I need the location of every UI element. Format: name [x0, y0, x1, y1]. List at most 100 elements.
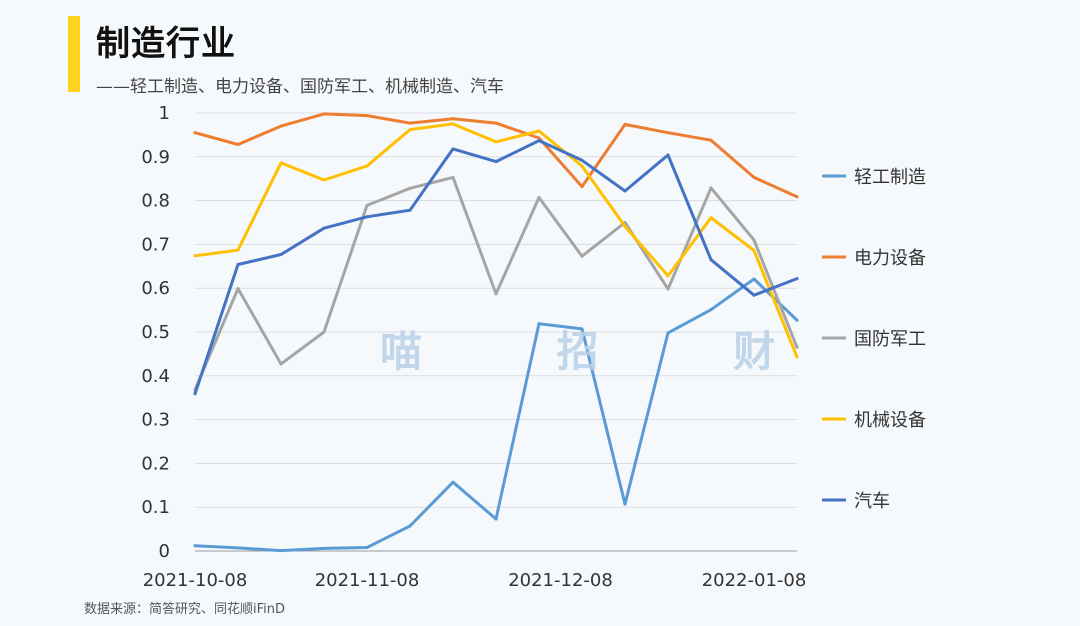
data-point [494, 121, 498, 125]
y-tick-label: 0.8 [141, 191, 170, 212]
x-tick-label: 2021-10-08 [143, 570, 248, 591]
data-point [623, 502, 627, 506]
legend-label: 国防军工 [854, 329, 926, 350]
data-point [580, 158, 584, 162]
data-point [795, 318, 799, 322]
data-point [666, 131, 670, 135]
data-point [623, 224, 627, 228]
data-point [580, 185, 584, 189]
y-tick-label: 0.4 [141, 366, 170, 387]
data-point [752, 238, 756, 242]
data-point [537, 136, 541, 140]
data-point [709, 216, 713, 220]
data-point [365, 545, 369, 549]
data-point [236, 143, 240, 147]
y-tick-label: 0 [159, 541, 170, 562]
data-point [494, 517, 498, 521]
data-point [322, 178, 326, 182]
data-point [795, 277, 799, 281]
data-point [322, 112, 326, 116]
data-point [193, 544, 197, 548]
data-point [365, 164, 369, 168]
data-point [537, 139, 541, 143]
data-point [795, 345, 799, 349]
data-point [580, 254, 584, 258]
page-subtitle: ——轻工制造、电力设备、国防军工、机械制造、汽车 [96, 77, 504, 97]
data-point [537, 322, 541, 326]
series-line [193, 112, 799, 199]
data-point [752, 277, 756, 281]
data-point [279, 362, 283, 366]
data-point [752, 249, 756, 253]
data-point [279, 161, 283, 165]
data-point [236, 248, 240, 252]
y-tick-label: 0.6 [141, 278, 170, 299]
data-point [451, 175, 455, 179]
data-point [494, 160, 498, 164]
data-point [623, 189, 627, 193]
data-point [365, 215, 369, 219]
data-point [408, 128, 412, 132]
watermark-text: 喵 招 财 [380, 327, 836, 376]
legend-label: 电力设备 [854, 248, 926, 269]
data-point [322, 226, 326, 230]
data-point [408, 186, 412, 190]
data-point [365, 203, 369, 207]
data-point [279, 549, 283, 553]
data-point [494, 292, 498, 296]
legend-label: 轻工制造 [854, 167, 926, 188]
data-source-note: 数据来源：简答研究、同花顺iFinD [84, 602, 286, 617]
data-point [279, 252, 283, 256]
data-point [752, 175, 756, 179]
y-tick-label: 0.2 [141, 453, 170, 474]
data-point [451, 117, 455, 121]
y-tick-label: 1 [159, 103, 170, 124]
data-point [451, 122, 455, 126]
data-point [193, 131, 197, 135]
data-point [365, 114, 369, 118]
data-point [236, 287, 240, 291]
data-point [408, 121, 412, 125]
data-point [236, 546, 240, 550]
data-point [709, 186, 713, 190]
y-tick-label: 0.9 [141, 147, 170, 168]
data-point [752, 293, 756, 297]
data-point [322, 546, 326, 550]
x-tick-label: 2022-01-08 [702, 570, 807, 591]
y-tick-label: 0.1 [141, 497, 170, 518]
data-point [666, 153, 670, 157]
legend-label: 汽车 [854, 491, 890, 512]
x-tick-label: 2021-12-08 [508, 570, 613, 591]
data-point [666, 331, 670, 335]
data-point [709, 308, 713, 312]
series-layer [193, 112, 799, 553]
data-point [623, 122, 627, 126]
data-point [451, 480, 455, 484]
x-tick-label: 2021-11-08 [315, 570, 420, 591]
data-point [795, 355, 799, 359]
data-point [451, 147, 455, 151]
data-point [537, 129, 541, 133]
data-point [666, 274, 670, 278]
data-point [580, 164, 584, 168]
data-point [279, 124, 283, 128]
axis-layer: 0 0.1 0.2 0.3 0.4 0.5 0.6 0.7 0.8 0.9 1 2021-10-08 2… [141, 103, 806, 591]
data-point [408, 524, 412, 528]
grid-layer [195, 112, 797, 508]
data-point [666, 287, 670, 291]
page-title: 制造行业 [96, 24, 236, 64]
y-tick-label: 0.3 [141, 410, 170, 431]
data-point [236, 263, 240, 267]
data-point [193, 254, 197, 258]
title-accent-bar [68, 16, 80, 92]
data-point [580, 327, 584, 331]
data-point [795, 195, 799, 199]
data-point [494, 140, 498, 144]
y-tick-label: 0.7 [141, 234, 170, 255]
y-tick-label: 0.5 [141, 322, 170, 343]
data-point [709, 258, 713, 262]
data-point [709, 138, 713, 142]
